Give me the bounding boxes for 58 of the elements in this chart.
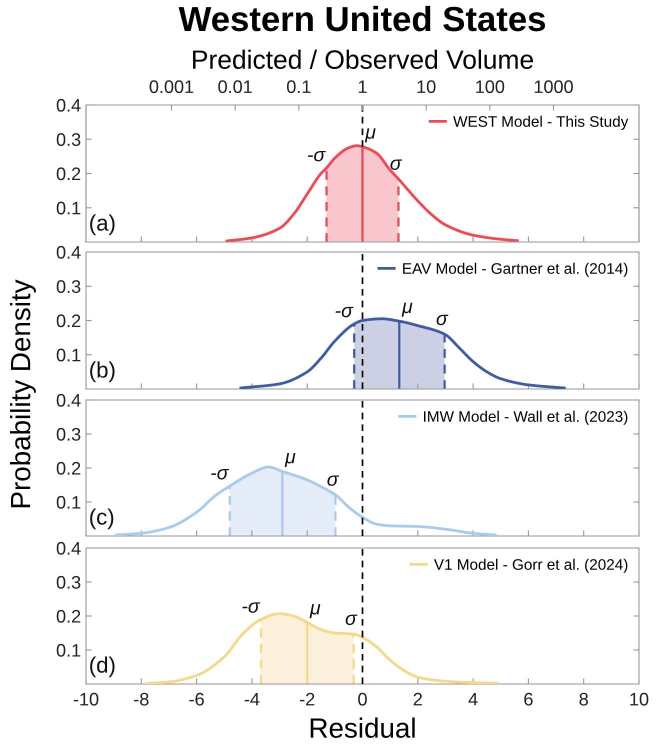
x-tick-label: -6	[189, 692, 204, 706]
annotation: (d)	[90, 656, 115, 678]
x-tick-label: 8	[579, 692, 588, 706]
ref-line-label: σ	[346, 614, 358, 626]
x2-tick-label: 0.01	[218, 80, 252, 94]
legend-label: EAV Model - Gartner et al. (2014)	[403, 262, 628, 277]
ref-line-label: -σ	[211, 468, 230, 480]
y-axis-title: Probability Density	[10, 280, 36, 508]
y-tick-label: 0.3	[56, 280, 80, 293]
x2-tick-label: 1000	[534, 80, 573, 94]
y-tick-label: 0.1	[56, 496, 80, 509]
ref-line-label: σ	[390, 160, 402, 170]
y-tick-label: 0.1	[56, 644, 80, 657]
y-tick-label: 0.4	[56, 394, 81, 407]
x-tick-label: 2	[414, 692, 422, 706]
y-tick-label: 0.1	[56, 348, 80, 362]
ref-line-label: -σ	[336, 306, 354, 318]
x-tick-label: -4	[244, 692, 260, 706]
y-tick-label: 0.4	[56, 246, 81, 259]
y-tick-label: 0.3	[56, 428, 80, 441]
ref-line-label: μ	[310, 604, 320, 618]
annotation: (c)	[90, 508, 114, 530]
x2-tick-label: 10	[418, 80, 436, 94]
x-tick-label: 0	[358, 692, 367, 706]
x-tick-label: -8	[134, 692, 149, 706]
ref-line-label: μ	[364, 128, 376, 142]
y-tick-label: 0.2	[56, 462, 80, 475]
chart-title: Western United States	[178, 6, 546, 32]
x2-axis-title: Predicted / Observed Volume	[193, 50, 533, 69]
ref-line-label: μ	[402, 302, 412, 317]
annotation: (b)	[90, 361, 115, 382]
y-tick-label: 0.3	[56, 576, 80, 589]
y-tick-label: 0.3	[56, 133, 80, 146]
ref-line-label: -σ	[242, 602, 260, 613]
y-tick-label: 0.4	[56, 542, 81, 555]
y-tick-label: 0.2	[56, 610, 80, 623]
legend-label: IMW Model - Wall et al. (2023)	[424, 410, 628, 425]
y-tick-label: 0.1	[56, 202, 80, 214]
ref-line-label: μ	[284, 453, 296, 468]
x-tick-label: 10	[630, 692, 648, 706]
x2-tick-label: 0.1	[286, 80, 311, 94]
x-tick-label: 4	[468, 692, 478, 706]
x-axis-title: Residual	[310, 718, 415, 738]
x2-tick-label: 0.001	[150, 80, 194, 94]
y-tick-label: 0.2	[56, 314, 80, 328]
ref-line-label: σ	[327, 475, 340, 486]
x2-tick-label: 100	[476, 80, 504, 94]
y-tick-label: 0.2	[56, 167, 80, 180]
y-tick-label: 0.4	[56, 98, 81, 112]
x-tick-label: -2	[300, 692, 314, 706]
x-tick-label: -10	[74, 692, 98, 706]
ref-line-label: -σ	[308, 150, 326, 162]
annotation: (a)	[90, 214, 115, 236]
x2-tick-label: 1	[358, 80, 367, 93]
legend-label: WEST Model - This Study	[453, 116, 628, 130]
legend-label: V1 Model - Gorr et al. (2024)	[434, 558, 628, 573]
ref-line-label: σ	[436, 314, 448, 326]
x-tick-label: 6	[524, 692, 533, 706]
